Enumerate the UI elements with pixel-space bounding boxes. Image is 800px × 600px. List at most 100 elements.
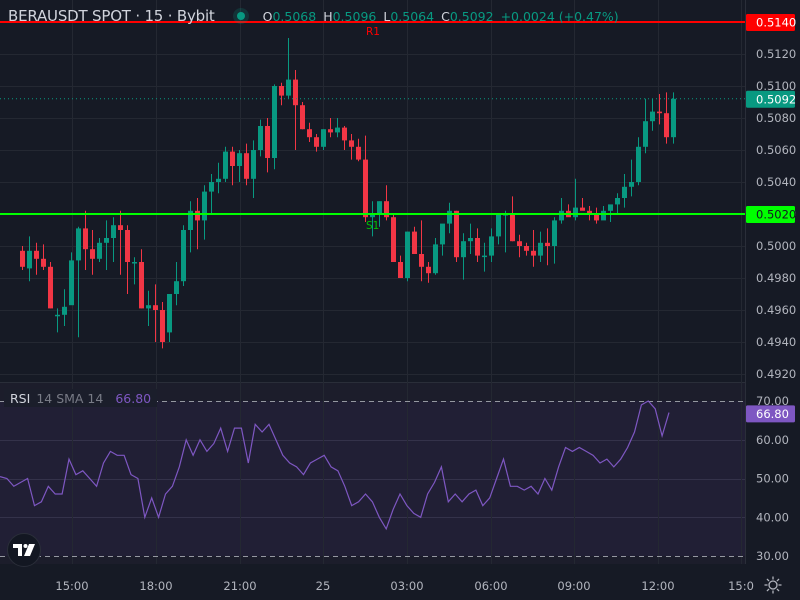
candle bbox=[405, 231, 410, 282]
svg-text:30.00: 30.00 bbox=[756, 549, 789, 563]
svg-text:06:00: 06:00 bbox=[474, 579, 507, 593]
candle bbox=[104, 220, 109, 270]
candle bbox=[580, 198, 585, 211]
candle bbox=[139, 249, 144, 309]
high-label: H bbox=[323, 8, 333, 24]
candle bbox=[258, 119, 263, 157]
candle bbox=[125, 225, 130, 294]
last-price-tag: 0.5092 bbox=[746, 90, 796, 108]
time-axis[interactable]: 15:00 18:00 21:00 25 03:00 06:00 09:00 12:00 15:… bbox=[0, 564, 800, 600]
candle bbox=[629, 159, 634, 197]
rsi-band bbox=[0, 401, 745, 556]
svg-text:15:0: 15:0 bbox=[728, 579, 754, 593]
candle bbox=[230, 146, 235, 186]
candle bbox=[356, 138, 361, 162]
candle bbox=[286, 38, 291, 99]
svg-text:0.5000: 0.5000 bbox=[756, 239, 796, 253]
close-label: C bbox=[441, 8, 450, 24]
candle bbox=[489, 228, 494, 262]
candle bbox=[69, 252, 74, 306]
candle bbox=[622, 174, 627, 208]
chart-header: BERAUSDT SPOT · 15 · Bybit O 0.5068 H 0.50… bbox=[8, 6, 626, 26]
svg-text:0.5092: 0.5092 bbox=[756, 92, 796, 106]
candle bbox=[559, 198, 564, 224]
open-value: 0.5068 bbox=[272, 8, 317, 24]
candle bbox=[671, 92, 676, 144]
candle bbox=[55, 308, 60, 333]
candle bbox=[27, 236, 32, 282]
candle bbox=[349, 134, 354, 160]
settings-sun-icon[interactable] bbox=[764, 576, 782, 594]
candle bbox=[657, 94, 662, 125]
candle bbox=[272, 84, 277, 170]
svg-text:0.5040: 0.5040 bbox=[756, 175, 796, 189]
price-axis[interactable]: 0.5140 0.5120 0.5100 0.5080 0.5060 0.5040 0.50… bbox=[745, 0, 800, 570]
candle bbox=[496, 214, 501, 245]
symbol-title[interactable]: BERAUSDT SPOT · 15 · Bybit bbox=[8, 7, 215, 25]
candle bbox=[174, 262, 179, 306]
close-value: 0.5092 bbox=[449, 8, 494, 24]
candle bbox=[34, 242, 39, 275]
r1-price-tag: 0.5140 bbox=[746, 14, 796, 31]
low-value: 0.5064 bbox=[390, 8, 435, 24]
candle bbox=[643, 98, 648, 154]
svg-text:60.00: 60.00 bbox=[756, 433, 789, 447]
candle bbox=[328, 118, 333, 138]
svg-text:0.5020: 0.5020 bbox=[756, 208, 796, 222]
candle bbox=[342, 126, 347, 150]
candle bbox=[664, 92, 669, 144]
candle bbox=[321, 129, 326, 150]
candle bbox=[62, 289, 67, 326]
candle bbox=[517, 234, 522, 258]
levels: R1 S1 bbox=[0, 21, 745, 232]
candle bbox=[90, 230, 95, 275]
candle bbox=[307, 122, 312, 142]
market-status-icon bbox=[232, 8, 249, 24]
svg-text:0.5120: 0.5120 bbox=[756, 47, 796, 61]
candle bbox=[440, 223, 445, 256]
svg-text:0.5100: 0.5100 bbox=[756, 79, 796, 93]
candle bbox=[475, 228, 480, 262]
candle bbox=[48, 262, 53, 309]
candle bbox=[447, 202, 452, 234]
r1-label: R1 bbox=[366, 26, 380, 38]
candle bbox=[167, 294, 172, 342]
candle bbox=[594, 207, 599, 224]
candle bbox=[83, 210, 88, 270]
svg-text:50.00: 50.00 bbox=[756, 472, 789, 486]
candle bbox=[510, 196, 515, 242]
candle bbox=[244, 143, 249, 186]
candle bbox=[146, 290, 151, 326]
candle bbox=[153, 284, 158, 342]
candle bbox=[545, 228, 550, 266]
candle bbox=[433, 238, 438, 275]
candle bbox=[97, 238, 102, 262]
candle bbox=[76, 226, 81, 338]
candle bbox=[398, 255, 403, 278]
svg-text:0.4980: 0.4980 bbox=[756, 271, 796, 285]
open-label: O bbox=[262, 8, 273, 24]
candle bbox=[531, 230, 536, 267]
tradingview-logo-icon[interactable] bbox=[7, 533, 41, 567]
candle bbox=[335, 118, 340, 138]
svg-text:15:00: 15:00 bbox=[55, 579, 88, 593]
candle bbox=[426, 262, 431, 283]
rsi-legend[interactable]: RSI 14 SMA 14 66.80 bbox=[4, 389, 158, 407]
candle bbox=[538, 231, 543, 262]
svg-text:0.5060: 0.5060 bbox=[756, 143, 796, 157]
svg-text:0.4920: 0.4920 bbox=[756, 367, 796, 381]
svg-text:40.00: 40.00 bbox=[756, 510, 789, 524]
candle bbox=[181, 225, 186, 286]
svg-text:70.00: 70.00 bbox=[756, 394, 789, 408]
candle bbox=[482, 242, 487, 272]
candle bbox=[202, 185, 207, 240]
svg-text:03:00: 03:00 bbox=[390, 579, 423, 593]
candle bbox=[412, 226, 417, 254]
candle bbox=[223, 146, 228, 182]
rsi-title: RSI bbox=[10, 390, 31, 406]
candle bbox=[454, 210, 459, 262]
candle bbox=[251, 140, 256, 198]
svg-text:0.4960: 0.4960 bbox=[756, 303, 796, 317]
candle bbox=[237, 150, 242, 182]
